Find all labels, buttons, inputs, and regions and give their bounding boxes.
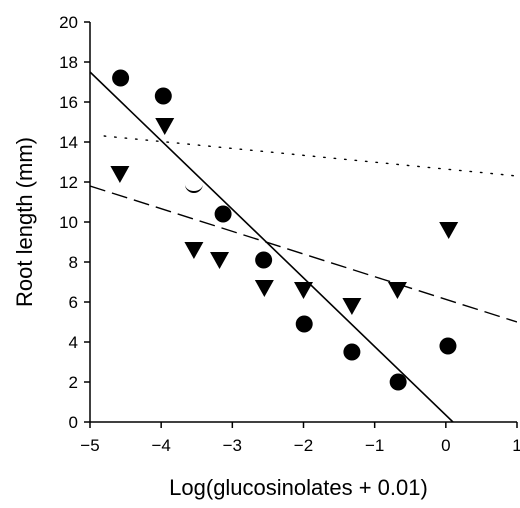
point-crescent: [184, 184, 203, 193]
point-circle: [214, 205, 232, 223]
y-tick-label: 8: [69, 253, 78, 272]
data-points: [110, 69, 459, 391]
point-triangle: [254, 280, 274, 297]
x-tick-label: −5: [80, 436, 99, 455]
y-tick-label: 14: [59, 133, 78, 152]
point-circle: [295, 315, 313, 333]
x-tick-label: −2: [294, 436, 313, 455]
point-circle: [343, 343, 361, 361]
point-circle: [112, 69, 130, 87]
point-circle: [389, 373, 407, 391]
x-tick-label: 1: [512, 436, 520, 455]
point-triangle: [439, 222, 459, 239]
point-triangle: [210, 252, 230, 269]
y-axis-title: Root length (mm): [12, 137, 37, 307]
point-triangle: [184, 242, 204, 259]
y-tick-label: 4: [69, 333, 78, 352]
point-triangle: [342, 298, 362, 315]
y-tick-label: 18: [59, 53, 78, 72]
x-tick-label: −4: [151, 436, 170, 455]
y-tick-label: 2: [69, 373, 78, 392]
y-tick-label: 10: [59, 213, 78, 232]
x-tick-label: −3: [223, 436, 242, 455]
fit-line-solid: [90, 71, 454, 422]
point-triangle: [294, 282, 313, 299]
y-tick-label: 20: [59, 13, 78, 32]
fit-lines: [90, 71, 517, 422]
point-circle: [154, 87, 172, 105]
point-triangle: [387, 282, 407, 299]
x-axis-title: Log(glucosinolates + 0.01): [169, 475, 428, 500]
y-tick-label: 12: [59, 173, 78, 192]
y-tick-label: 16: [59, 93, 78, 112]
fit-line-dotted: [103, 135, 517, 177]
point-circle: [255, 251, 273, 269]
fit-line-dashed: [90, 185, 517, 323]
x-tick-label: 0: [441, 436, 450, 455]
x-tick-label: −1: [365, 436, 384, 455]
y-tick-label: 0: [69, 413, 78, 432]
y-tick-label: 6: [69, 293, 78, 312]
point-circle: [439, 337, 457, 355]
axes: 0 2 4 6 8 10 12 14 16 18 20 −5 −4 −3 −2 −1 0 1: [59, 13, 520, 455]
point-triangle: [110, 166, 130, 183]
point-triangle: [155, 118, 175, 135]
